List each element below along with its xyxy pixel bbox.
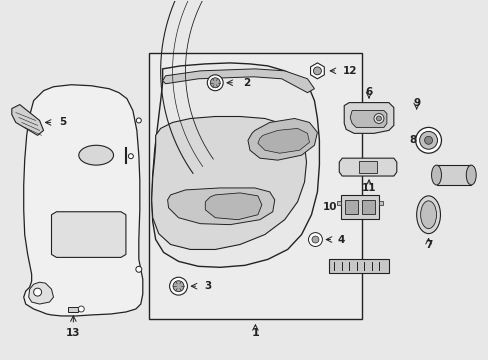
Polygon shape — [205, 193, 262, 220]
Text: 1: 1 — [251, 328, 259, 338]
Polygon shape — [247, 118, 317, 160]
Polygon shape — [12, 105, 43, 135]
Bar — [328, 260, 388, 273]
Polygon shape — [257, 129, 309, 153]
Circle shape — [308, 233, 322, 247]
Circle shape — [210, 78, 220, 88]
Circle shape — [419, 131, 437, 149]
Text: 13: 13 — [66, 328, 81, 338]
Bar — [361, 200, 374, 214]
Polygon shape — [29, 282, 53, 304]
Circle shape — [373, 113, 383, 123]
Bar — [68, 307, 78, 312]
Text: 12: 12 — [343, 66, 357, 76]
Polygon shape — [310, 63, 324, 79]
Text: 9: 9 — [412, 98, 419, 108]
Bar — [358, 161, 376, 173]
Polygon shape — [51, 212, 126, 257]
Circle shape — [78, 306, 84, 312]
Circle shape — [169, 277, 187, 295]
Text: 7: 7 — [424, 240, 431, 251]
Polygon shape — [151, 63, 319, 267]
Ellipse shape — [420, 201, 436, 229]
Text: 8: 8 — [408, 135, 416, 145]
Text: 10: 10 — [322, 202, 337, 212]
Bar — [436, 165, 470, 185]
Text: 4: 4 — [337, 234, 344, 244]
Polygon shape — [344, 103, 393, 133]
Bar — [345, 200, 357, 214]
Circle shape — [376, 116, 381, 121]
Circle shape — [415, 127, 441, 153]
Polygon shape — [167, 188, 274, 225]
Circle shape — [34, 288, 41, 296]
Bar — [378, 201, 382, 205]
Polygon shape — [349, 111, 386, 127]
Circle shape — [136, 266, 142, 272]
Circle shape — [424, 136, 432, 144]
Bar — [337, 201, 341, 205]
Circle shape — [207, 75, 223, 91]
Text: 2: 2 — [243, 78, 250, 88]
Ellipse shape — [79, 145, 113, 165]
Circle shape — [128, 154, 133, 159]
Polygon shape — [339, 158, 396, 176]
Circle shape — [173, 281, 183, 292]
Text: 6: 6 — [365, 87, 372, 97]
Text: 11: 11 — [361, 183, 375, 193]
Bar — [148, 53, 361, 319]
Ellipse shape — [466, 165, 475, 185]
Text: 5: 5 — [60, 117, 66, 127]
Circle shape — [136, 118, 141, 123]
Ellipse shape — [416, 196, 440, 234]
Ellipse shape — [431, 165, 441, 185]
Polygon shape — [151, 117, 306, 249]
Bar — [341, 195, 378, 219]
Circle shape — [311, 236, 318, 243]
Circle shape — [313, 67, 321, 75]
Polygon shape — [24, 85, 142, 316]
Text: 3: 3 — [204, 281, 211, 291]
Polygon shape — [163, 69, 314, 93]
